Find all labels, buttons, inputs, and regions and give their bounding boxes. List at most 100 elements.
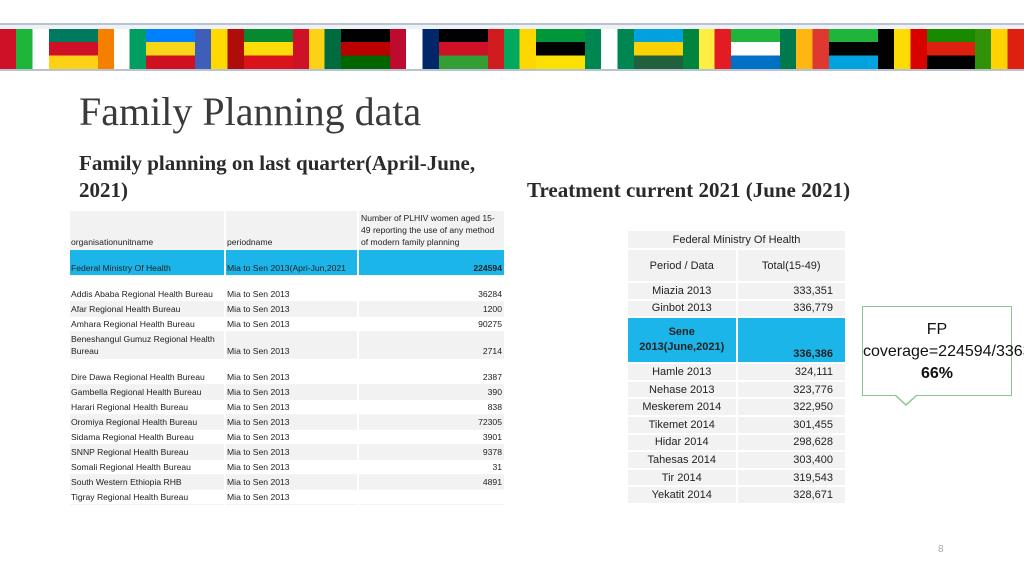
ivory-coast-flag [97,29,147,69]
org-cell: Gambella Regional Health Bureau [70,384,225,400]
senegal-flag [682,29,732,69]
kenya-flag [341,29,391,69]
org-cell: Addis Ababa Regional Health Bureau [70,275,225,302]
eswatini-flag [195,29,244,69]
period-cell: Yekatit 2014 [628,486,738,505]
total-cell: 322,950 [736,398,845,417]
cameroon-flag [48,29,98,69]
period-cell: Sene 2013(June,2021) [628,317,738,365]
flag-banner [0,23,1024,71]
coverage-text: FP coverage=224594/336386= [863,321,1024,360]
flag-strip [0,29,1024,69]
total-cell: 303,400 [736,451,845,470]
value-cell: 1200 [357,301,504,317]
sierra-leone-flag [731,29,781,69]
value-header: Number of PLHIV women aged 15-49 reporti… [357,211,504,250]
period-cell: Mia to Sen 2013 [224,399,358,415]
period-cell: Hidar 2014 [628,433,738,453]
malawi-flag [438,29,488,69]
table-row: Yekatit 2014 328,671 [628,486,845,505]
family-planning-subtitle: Family planning on last quarter(April-Ju… [79,151,476,202]
fp-coverage-callout: FP coverage=224594/336386= 66% [862,306,1024,396]
org-cell: Tigray Regional Health Bureau [70,489,225,505]
ministry-header: Federal Ministry Of Health [628,231,845,250]
page-number: 8 [938,544,944,555]
value-cell: 31 [357,459,504,475]
period-cell: Mia to Sen 2013 [224,358,358,385]
period-cell: Mia to Sen 2013 [224,444,358,460]
table-row: Harari Regional Health Bureau Mia to Sen … [70,399,504,415]
drc-flag [146,29,196,69]
rwanda-flag [633,29,683,69]
period-cell: Tikemet 2014 [628,415,738,435]
org-cell: Afar Regional Health Bureau [70,301,225,317]
table-row: Tir 2014 319,543 [628,468,845,488]
value-cell: 90275 [357,316,504,332]
zimbabwe-flag [975,29,1024,69]
table-row: Ginbot 2013 336,779 [628,299,845,319]
table-row: Somali Regional Health Bureau Mia to Sen … [70,459,504,475]
table-row: Amhara Regional Health Bureau Mia to Sen … [70,316,504,332]
org-header: organisationunitname [70,211,225,250]
org-cell: Harari Regional Health Bureau [70,399,225,415]
table-row: Miazia 2013 333,351 [628,282,845,301]
org-cell: Oromiya Regional Health Bureau [70,414,225,430]
period-cell: Nehase 2013 [628,380,738,400]
total-cell: 333,351 [736,282,845,301]
total-cell: 298,628 [736,433,845,453]
table-row: Dire Dawa Regional Health Bureau Mia to S… [70,358,504,385]
table-row: Tahesas 2014 303,400 [628,451,845,470]
total-cell: 328,671 [736,486,845,505]
value-cell: 36284 [357,275,504,302]
total-cell: 336,779 [736,299,845,319]
liberia-flag [390,29,439,69]
period-cell: Mia to Sen 2013 [224,414,358,430]
period-cell: Mia to Sen 2013 [224,384,358,400]
table-row: SNNP Regional Health Bureau Mia to Sen 20… [70,444,504,460]
value-cell: 9378 [357,444,504,460]
total-cell: 319,543 [736,468,845,488]
value-cell [357,489,504,505]
total-cell: 336,386 [736,317,845,365]
table-row: Beneshangul Gumuz Regional Health Bureau… [70,331,504,359]
treatment-current-subtitle: Treatment current 2021 (June 2021) [527,178,851,202]
period-cell: Mia to Sen 2013 [224,489,358,505]
table-header-row: organisationunitname periodname Number o… [70,211,504,250]
ethiopia-flag [243,29,293,69]
value-cell: 224594 [357,249,504,276]
table-row: Federal Ministry Of Health Mia to Sen 201… [70,249,504,276]
south-africa-flag [780,29,830,69]
nigeria-flag [585,29,634,69]
table-row: Gambella Regional Health Bureau Mia to Se… [70,384,504,400]
org-cell: South Western Ethiopia RHB [70,474,225,490]
period-cell: Mia to Sen 2013 [224,301,358,317]
period-cell: Mia to Sen 2013 [224,275,358,302]
table-row: Hamle 2013 324,111 [628,363,845,382]
table-row: Hidar 2014 298,628 [628,433,845,453]
value-cell: 72305 [357,414,504,430]
table-row: Nehase 2013 323,776 [628,380,845,400]
table-row: Tigray Regional Health Bureau Mia to Sen … [70,489,504,505]
period-cell: Mia to Sen 2013 [224,429,358,445]
uganda-flag [877,29,927,69]
total-cell: 323,776 [736,380,845,400]
period-cell: Mia to Sen 2013 [224,459,358,475]
org-cell: SNNP Regional Health Bureau [70,444,225,460]
total-header: Total(15-49) [736,249,845,283]
table-title-row: Federal Ministry Of Health [628,231,845,250]
org-cell: Federal Ministry Of Health [70,249,225,276]
table-row: South Western Ethiopia RHB Mia to Sen 201… [70,474,504,490]
period-cell: Mia to Sen 2013 [224,474,358,490]
value-cell: 4891 [357,474,504,490]
mozambique-flag [536,29,586,69]
period-cell: Miazia 2013 [628,282,738,301]
callout-pointer-fill [895,394,917,404]
table-row: Addis Ababa Regional Health Bureau Mia to… [70,275,504,302]
tanzania-flag [829,29,878,69]
treatment-current-table: Federal Ministry Of Health Period / Data… [628,231,845,505]
org-cell: Somali Regional Health Bureau [70,459,225,475]
table-row: Sene 2013(June,2021) 336,386 [628,317,845,365]
period-header: periodname [224,211,358,250]
total-cell: 324,111 [736,363,845,382]
family-planning-table: organisationunitname periodname Number o… [70,211,504,505]
